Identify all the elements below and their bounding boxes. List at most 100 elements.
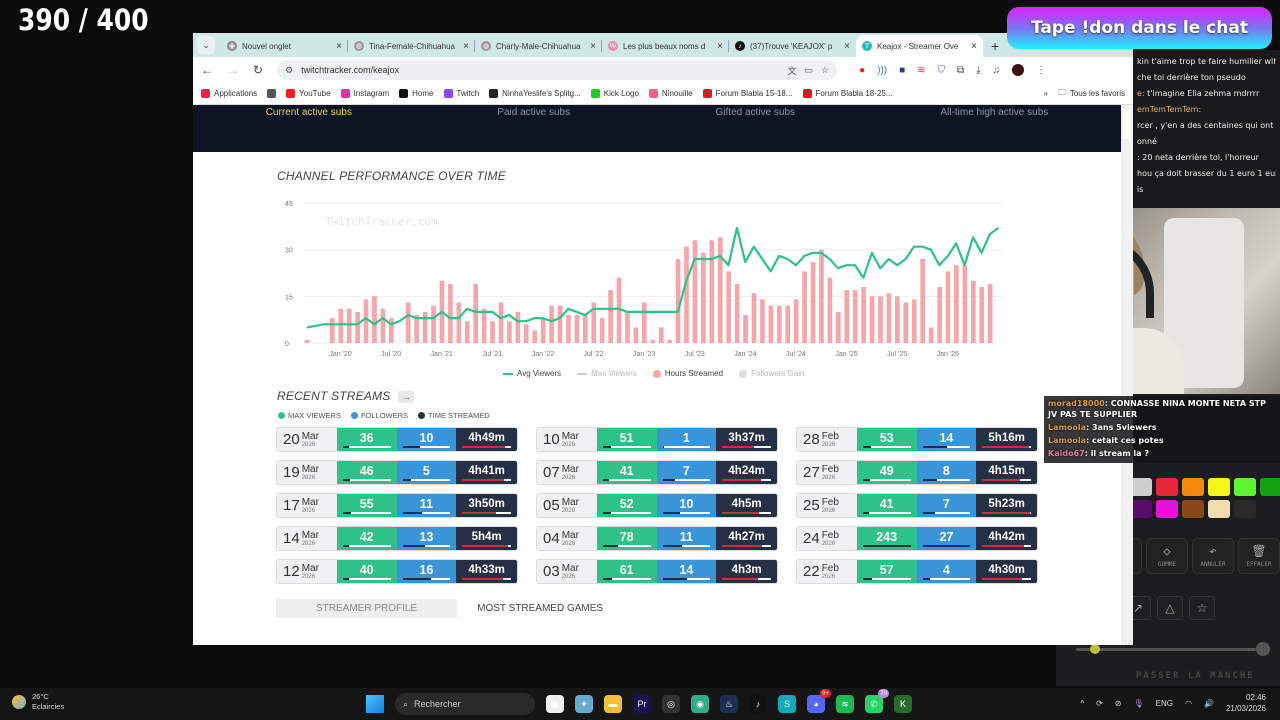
- tiktok-icon[interactable]: ♪: [749, 695, 767, 713]
- whatsapp-icon[interactable]: ✆ 70: [865, 689, 889, 713]
- tray-overflow-icon[interactable]: ^: [1080, 698, 1085, 708]
- bookmark-item[interactable]: Kick Logo: [590, 89, 639, 98]
- stream-row[interactable]: 24 Feb 2026 243 27 4h42m: [796, 526, 1038, 551]
- windows-start-icon[interactable]: [366, 695, 384, 713]
- stream-row[interactable]: 04 Mar 2026 78 11 4h27m: [536, 526, 778, 551]
- browser-tab[interactable]: T Keajox - Streamer Ove ×: [856, 35, 983, 57]
- bookmark-item[interactable]: Applications: [201, 89, 257, 98]
- tab-search-button[interactable]: ⌄: [197, 36, 215, 54]
- color-swatch[interactable]: [1130, 478, 1152, 496]
- stream-row[interactable]: 03 Mar 2026 61 14 4h3m: [536, 559, 778, 584]
- color-swatch[interactable]: [1234, 478, 1256, 496]
- subs-tab[interactable]: Paid active subs: [497, 107, 571, 118]
- stream-row[interactable]: 10 Mar 2026 51 1 3h37m: [536, 427, 778, 452]
- close-tab-icon[interactable]: ×: [463, 40, 469, 52]
- wifi-icon[interactable]: ◠: [1185, 698, 1192, 708]
- stream-row[interactable]: 25 Feb 2026 41 7 5h23m: [796, 493, 1038, 518]
- extension-icon[interactable]: ⛉: [937, 64, 946, 76]
- close-tab-icon[interactable]: ×: [590, 40, 596, 52]
- url-text[interactable]: twitchtracker.com/keajox: [301, 65, 400, 75]
- file-explorer-icon[interactable]: ▬: [604, 695, 622, 713]
- kpp-icon[interactable]: K: [894, 695, 912, 713]
- color-swatch[interactable]: [1130, 500, 1152, 518]
- new-tab-button[interactable]: +: [991, 38, 1000, 54]
- sync-icon[interactable]: ⟳: [1096, 698, 1103, 708]
- menu-icon[interactable]: ⋮: [1036, 64, 1047, 76]
- bookmark-item[interactable]: Forum Blabla 15-18...: [702, 89, 793, 98]
- color-swatch[interactable]: [1260, 478, 1280, 496]
- legend-item[interactable]: Avg Viewers: [503, 369, 561, 378]
- color-swatch[interactable]: [1156, 478, 1178, 496]
- color-swatch[interactable]: [1182, 500, 1204, 518]
- steam-icon[interactable]: ♨: [720, 695, 738, 713]
- stream-row[interactable]: 17 Mar 2026 55 11 3h50m: [276, 493, 518, 518]
- spotify-icon[interactable]: ≋: [836, 695, 854, 713]
- browser-tab[interactable]: W Les plus beaux noms d ×: [602, 35, 729, 57]
- premiere-icon[interactable]: Pr: [633, 695, 651, 713]
- bookmark-item[interactable]: Instagram: [340, 89, 389, 98]
- draw-tool-button[interactable]: ↶ ANNULER: [1192, 538, 1234, 574]
- slider-knob[interactable]: [1090, 644, 1100, 654]
- surfshark-icon[interactable]: S: [778, 695, 796, 713]
- color-swatch[interactable]: [1156, 500, 1178, 518]
- close-tab-icon[interactable]: ×: [336, 40, 342, 52]
- extension-icon[interactable]: ●: [859, 64, 866, 76]
- color-swatch[interactable]: [1208, 500, 1230, 518]
- recent-streams-arrow-button[interactable]: →: [398, 391, 415, 403]
- scroll-up-arrow[interactable]: [1123, 109, 1131, 139]
- stream-row[interactable]: 07 Mar 2026 41 7 4h24m: [536, 460, 778, 485]
- bookmark-item[interactable]: YouTube: [286, 89, 331, 98]
- close-tab-icon[interactable]: ×: [717, 40, 723, 52]
- media-icon[interactable]: ♫: [992, 64, 1001, 76]
- skip-round-label[interactable]: PASSER LA MANCHE: [1136, 671, 1255, 681]
- draw-tool-button[interactable]: 🗑 EFFACER: [1238, 538, 1280, 574]
- camera-off-icon[interactable]: ⊘: [1114, 698, 1122, 708]
- address-bar[interactable]: ⚙ twitchtracker.com/keajox 文 ▭ ☆: [277, 60, 838, 80]
- discord-icon[interactable]: ◕ 9+: [807, 689, 831, 713]
- cast-icon[interactable]: ▭: [804, 64, 813, 75]
- volume-icon[interactable]: 🔊: [1203, 698, 1214, 708]
- browser-tab[interactable]: ◍ Tina-Female-Chihuahua ×: [348, 35, 475, 57]
- legend-item[interactable]: Followers Gain: [739, 369, 804, 378]
- tab-most-streamed-games[interactable]: MOST STREAMED GAMES: [477, 603, 604, 614]
- bookmark-item[interactable]: Twitch: [443, 89, 479, 98]
- page-scrollbar[interactable]: [1121, 105, 1133, 645]
- color-swatch[interactable]: [1182, 478, 1204, 496]
- copilot-icon[interactable]: ✦: [575, 695, 593, 713]
- forward-button[interactable]: →: [227, 63, 239, 77]
- extension-icon[interactable]: ≋: [917, 64, 926, 76]
- stream-row[interactable]: 19 Mar 2026 46 5 4h41m: [276, 460, 518, 485]
- bookmark-item[interactable]: Home: [399, 89, 434, 98]
- star-icon[interactable]: ☆: [1189, 596, 1215, 620]
- task-view-icon[interactable]: ▣: [546, 695, 564, 713]
- bookmark-item[interactable]: Forum Blabla 18-25...: [802, 89, 892, 98]
- stream-row[interactable]: 12 Mar 2026 40 16 4h33m: [276, 559, 518, 584]
- legend-item[interactable]: Hours Streamed: [652, 369, 723, 378]
- stream-row[interactable]: 14 Mar 2026 42 13 5h4m: [276, 526, 518, 551]
- stream-row[interactable]: 22 Feb 2026 57 4 4h30m: [796, 559, 1038, 584]
- browser-tab[interactable]: ◍ Charly-Male-Chihuahua ×: [475, 35, 602, 57]
- weather-widget[interactable]: 26°C Eclaircies: [12, 692, 64, 712]
- site-info-icon[interactable]: ⚙: [285, 64, 294, 75]
- extension-icon[interactable]: ■: [899, 64, 906, 76]
- bookmark-item[interactable]: NinhaYeslife's Splitg...: [489, 89, 581, 98]
- subs-tab[interactable]: All-time high active subs: [940, 107, 1049, 118]
- bookmark-item[interactable]: [267, 89, 277, 98]
- bookmark-item[interactable]: Ninouille: [648, 89, 693, 98]
- tab-streamer-profile[interactable]: STREAMER PROFILE: [276, 599, 458, 618]
- chrome-icon[interactable]: ◉: [691, 695, 709, 713]
- profile-avatar[interactable]: [1012, 64, 1025, 76]
- all-bookmarks[interactable]: 🗀 Tous les favoris: [1058, 87, 1125, 101]
- subs-tab[interactable]: Gifted active subs: [715, 107, 796, 118]
- language-indicator[interactable]: ENG: [1155, 698, 1173, 708]
- stream-row[interactable]: 28 Feb 2026 53 14 5h16m: [796, 427, 1038, 452]
- draw-tool-button[interactable]: ◇ GOMME: [1146, 538, 1188, 574]
- color-swatch[interactable]: [1208, 478, 1230, 496]
- close-tab-icon[interactable]: ×: [971, 40, 977, 52]
- subs-tab[interactable]: Current active subs: [265, 107, 352, 118]
- legend-item[interactable]: Max Viewers: [577, 369, 637, 378]
- microphone-icon[interactable]: 🎙: [1133, 698, 1144, 708]
- browser-tab[interactable]: ◉ Nouvel onglet ×: [221, 35, 348, 57]
- stream-row[interactable]: 20 Mar 2026 36 10 4h49m: [276, 427, 518, 452]
- clock[interactable]: 02:46 21/03/2026: [1226, 692, 1266, 714]
